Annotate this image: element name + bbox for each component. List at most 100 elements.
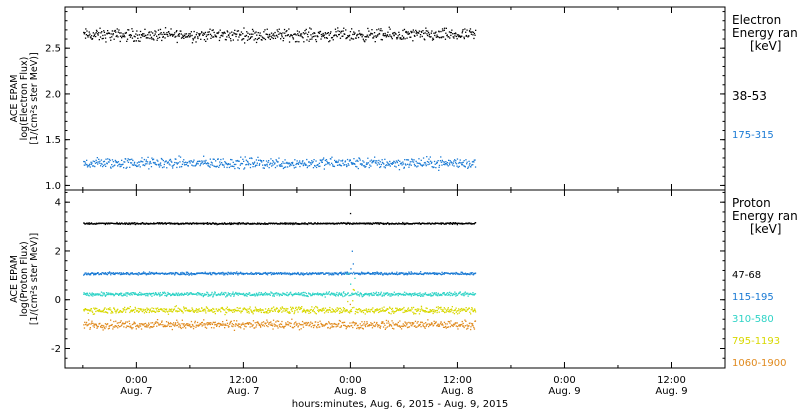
data-point — [462, 309, 464, 311]
data-point — [209, 28, 211, 30]
data-point — [270, 158, 272, 160]
data-point — [323, 293, 325, 296]
data-point — [326, 323, 328, 325]
data-point — [84, 37, 87, 39]
data-point — [255, 294, 257, 296]
data-point — [133, 321, 135, 323]
data-point — [409, 293, 411, 296]
data-point — [413, 34, 416, 37]
data-point — [448, 31, 451, 33]
data-point — [86, 292, 89, 295]
data-point — [160, 32, 162, 34]
data-point — [227, 294, 229, 296]
data-point — [381, 321, 383, 323]
data-point — [281, 36, 283, 38]
data-point — [447, 292, 449, 294]
data-point — [136, 324, 139, 326]
data-point — [362, 222, 364, 224]
data-point — [127, 223, 130, 225]
data-point — [336, 35, 338, 38]
data-point — [143, 309, 145, 312]
data-point — [352, 33, 354, 36]
data-point — [301, 311, 304, 313]
data-point — [289, 162, 291, 165]
data-point — [112, 326, 114, 328]
data-point — [336, 291, 338, 294]
data-point — [416, 166, 418, 168]
data-point — [453, 160, 455, 162]
data-point — [173, 293, 175, 295]
data-point — [338, 34, 340, 36]
data-point — [189, 325, 191, 327]
data-point — [252, 33, 254, 35]
data-point — [450, 310, 452, 313]
data-point — [166, 34, 169, 36]
data-point — [455, 325, 457, 327]
data-point — [229, 38, 232, 40]
data-point — [195, 309, 197, 311]
data-point — [407, 159, 410, 161]
data-point — [442, 308, 444, 311]
data-point — [238, 307, 240, 309]
data-point — [396, 37, 398, 39]
data-point — [247, 308, 249, 310]
data-point — [134, 311, 136, 313]
data-point — [113, 320, 115, 323]
data-point — [470, 33, 473, 35]
data-point — [308, 40, 310, 42]
data-point — [377, 309, 379, 311]
data-point — [384, 310, 386, 312]
data-point — [342, 273, 344, 275]
data-point — [370, 159, 373, 161]
data-point — [431, 310, 433, 313]
data-point — [222, 272, 225, 274]
data-point — [114, 273, 116, 275]
data-point — [443, 273, 445, 275]
data-point — [353, 289, 355, 291]
data-point — [301, 306, 303, 308]
data-point — [366, 162, 368, 164]
data-point — [378, 28, 380, 30]
data-point — [234, 308, 236, 311]
data-point — [387, 222, 389, 224]
data-point — [316, 164, 318, 166]
data-point — [281, 294, 283, 296]
data-point — [332, 39, 334, 41]
data-point — [297, 311, 299, 313]
data-point — [455, 295, 457, 297]
data-point — [383, 292, 385, 294]
data-point — [439, 294, 441, 297]
data-point — [207, 310, 209, 312]
data-point — [219, 273, 222, 275]
data-point — [372, 311, 375, 313]
data-point — [304, 30, 306, 32]
data-point — [169, 273, 171, 275]
data-point — [468, 293, 471, 296]
data-point — [385, 292, 388, 295]
data-point — [137, 223, 140, 225]
data-point — [170, 222, 173, 224]
data-point — [306, 324, 308, 326]
data-point — [357, 223, 360, 225]
data-point — [330, 223, 332, 225]
data-point — [83, 324, 85, 326]
data-point — [167, 161, 169, 164]
data-point — [435, 222, 437, 225]
data-point — [332, 293, 334, 296]
data-point — [431, 161, 433, 163]
data-point — [184, 324, 186, 326]
data-point — [429, 223, 432, 225]
data-point — [401, 272, 403, 275]
data-point — [297, 325, 299, 327]
data-point — [321, 161, 323, 163]
data-point — [340, 293, 343, 296]
data-point — [103, 31, 106, 33]
data-point — [346, 293, 348, 296]
data-point — [343, 309, 345, 311]
data-point — [351, 273, 354, 275]
data-point — [108, 292, 110, 294]
data-point — [393, 291, 395, 293]
data-point — [207, 223, 209, 225]
data-point — [289, 312, 291, 314]
data-point — [355, 223, 357, 225]
